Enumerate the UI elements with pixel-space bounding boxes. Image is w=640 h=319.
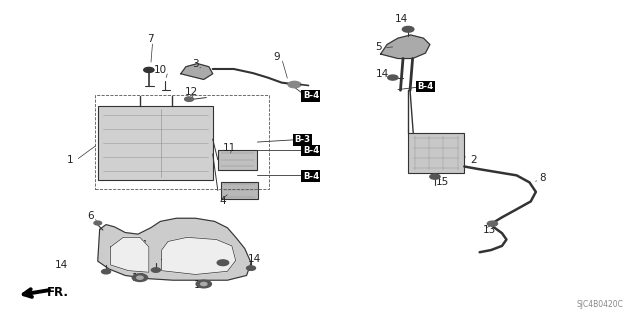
Circle shape xyxy=(217,260,228,266)
Polygon shape xyxy=(162,237,236,274)
Circle shape xyxy=(430,174,440,179)
Circle shape xyxy=(94,221,102,225)
Text: 4: 4 xyxy=(220,197,227,206)
Polygon shape xyxy=(180,63,212,79)
Text: SJC4B0420C: SJC4B0420C xyxy=(577,300,623,309)
Polygon shape xyxy=(381,35,430,58)
Circle shape xyxy=(144,67,154,72)
Text: 14: 14 xyxy=(395,14,408,24)
Text: 13: 13 xyxy=(483,225,496,235)
Bar xyxy=(221,182,258,199)
Circle shape xyxy=(403,26,414,32)
Text: 1: 1 xyxy=(67,155,73,165)
Circle shape xyxy=(200,282,207,286)
Text: 2: 2 xyxy=(470,155,477,165)
Polygon shape xyxy=(111,237,149,272)
Text: 3: 3 xyxy=(192,59,199,69)
Text: B-4: B-4 xyxy=(303,92,319,100)
Text: 16: 16 xyxy=(193,280,207,290)
Text: 15: 15 xyxy=(436,177,449,187)
Text: 12: 12 xyxy=(184,87,198,97)
Polygon shape xyxy=(98,218,251,280)
Bar xyxy=(408,133,465,173)
Circle shape xyxy=(246,266,255,270)
Text: 7: 7 xyxy=(147,34,154,44)
Text: 10: 10 xyxy=(154,65,167,75)
Circle shape xyxy=(196,280,211,288)
Text: 14: 14 xyxy=(248,254,262,263)
Bar xyxy=(98,106,212,180)
Circle shape xyxy=(388,75,398,80)
Text: 14: 14 xyxy=(134,240,148,250)
Text: 6: 6 xyxy=(87,211,93,221)
Text: B-4: B-4 xyxy=(303,172,319,181)
Bar xyxy=(218,150,257,170)
Circle shape xyxy=(288,81,301,88)
Circle shape xyxy=(487,221,497,226)
Text: 8: 8 xyxy=(539,173,545,183)
Circle shape xyxy=(132,274,148,281)
Text: 5: 5 xyxy=(376,42,382,52)
Text: 14: 14 xyxy=(376,69,389,79)
Bar xyxy=(95,95,269,189)
Text: B-4: B-4 xyxy=(303,146,319,155)
Text: B-3: B-3 xyxy=(294,135,310,144)
Circle shape xyxy=(102,269,111,274)
Text: 9: 9 xyxy=(273,52,280,62)
Circle shape xyxy=(184,97,193,101)
Text: B-4: B-4 xyxy=(418,82,434,91)
Text: 14: 14 xyxy=(55,260,68,270)
Circle shape xyxy=(137,276,143,279)
Circle shape xyxy=(152,268,161,272)
Text: 16: 16 xyxy=(131,273,145,283)
Text: 11: 11 xyxy=(223,143,236,153)
Text: FR.: FR. xyxy=(47,286,68,300)
